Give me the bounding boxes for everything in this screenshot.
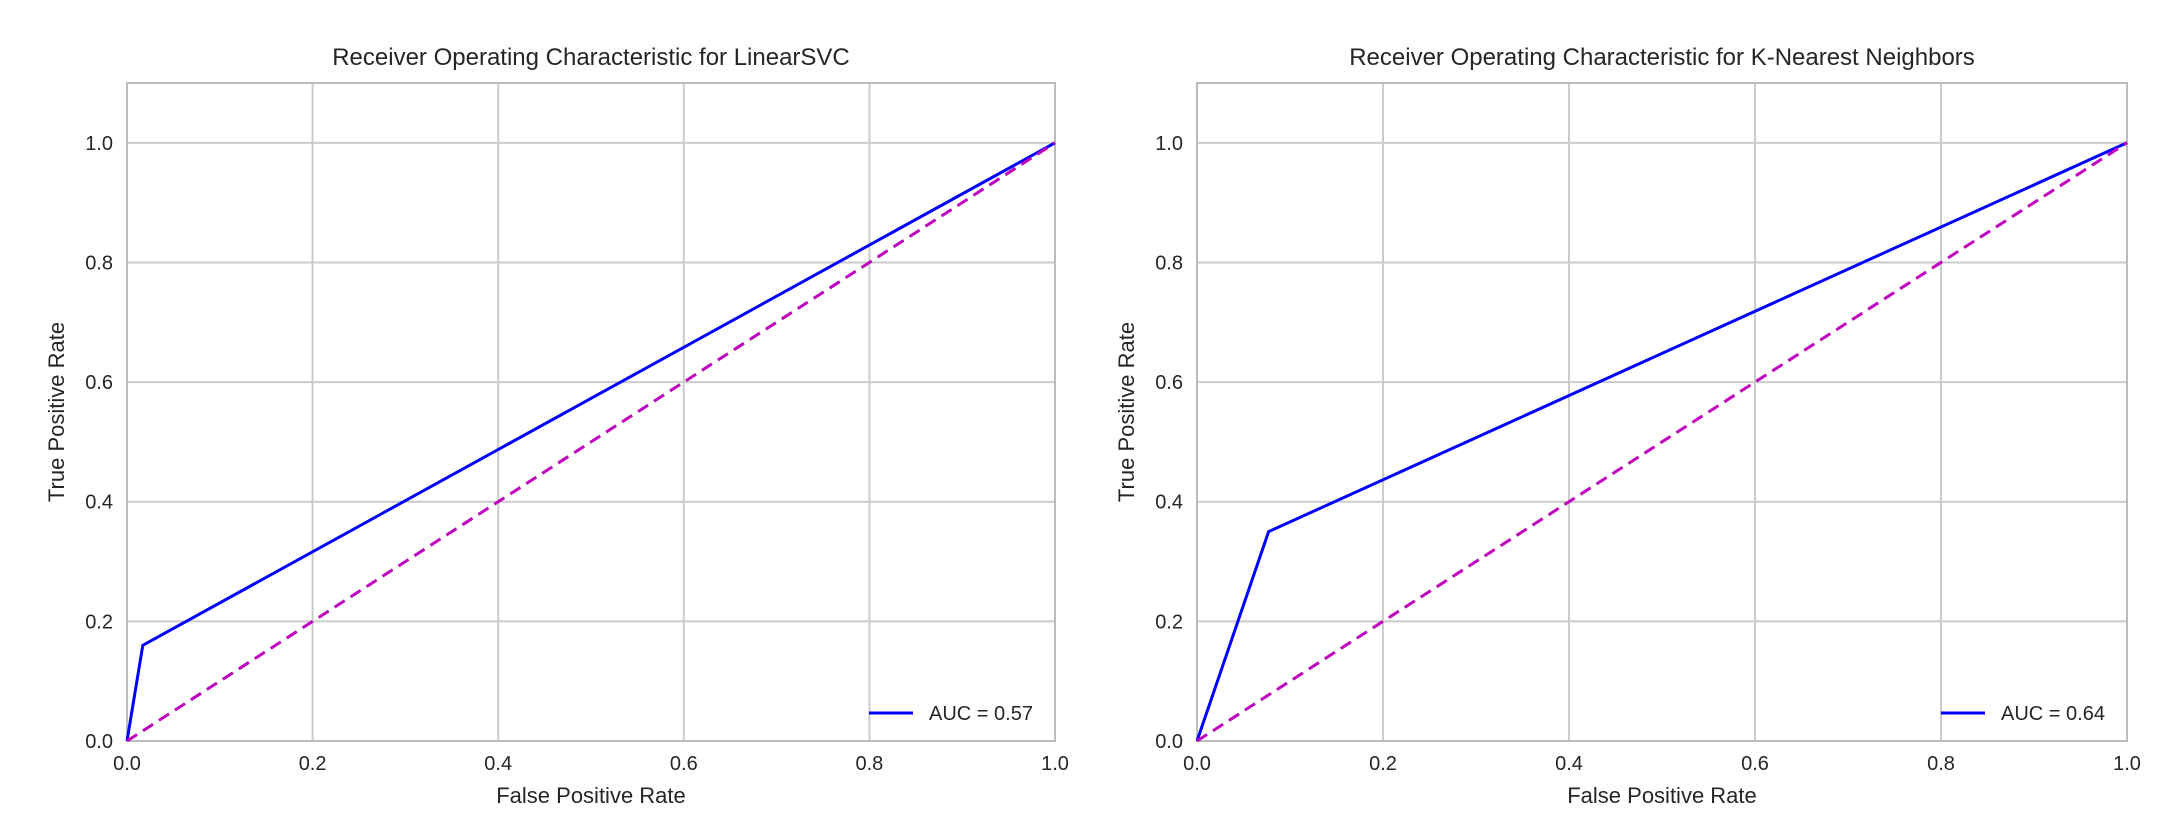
y-tick-label: 0.2 xyxy=(85,611,113,633)
y-tick-label: 0.0 xyxy=(1155,731,1183,753)
y-tick-label: 0.0 xyxy=(85,731,113,753)
y-tick-label: 0.2 xyxy=(1155,611,1183,633)
y-axis-label: True Positive Rate xyxy=(44,322,69,502)
x-tick-label: 0.0 xyxy=(113,753,141,775)
roc-curve-line xyxy=(1195,141,2128,742)
y-tick-label: 0.6 xyxy=(1155,372,1183,394)
chance-diagonal-line xyxy=(1196,141,2128,743)
y-tick-label: 0.8 xyxy=(85,252,113,274)
x-tick-label: 1.0 xyxy=(1041,753,1069,775)
y-tick-label: 0.4 xyxy=(1155,492,1183,514)
x-tick-label: 0.8 xyxy=(855,753,883,775)
roc-curve-line xyxy=(125,141,1056,742)
chart-title: Receiver Operating Characteristic for K-… xyxy=(1349,44,1975,71)
x-tick-label: 0.6 xyxy=(670,753,698,775)
x-tick-label: 0.2 xyxy=(1369,753,1397,775)
chance-diagonal-line xyxy=(126,141,1056,743)
y-tick-label: 1.0 xyxy=(1155,133,1183,155)
x-tick-label: 0.4 xyxy=(484,753,512,775)
roc-panel-1: 0.0 0.2 0.4 0.6 0.8 1.0 0.0 0.2 0.4 0.6 0.8 1.0 Rece… xyxy=(44,44,1069,808)
x-tick-label: 0.8 xyxy=(1927,753,1955,775)
plot-frame xyxy=(126,82,1056,742)
plot-frame xyxy=(1196,82,2128,742)
x-tick-label: 0.0 xyxy=(1183,753,1211,775)
y-tick-label: 0.6 xyxy=(85,372,113,394)
legend: AUC = 0.64 xyxy=(1941,703,2105,725)
y-tick-label: 0.8 xyxy=(1155,252,1183,274)
x-tick-label: 1.0 xyxy=(2113,753,2141,775)
x-tick-label: 0.4 xyxy=(1555,753,1583,775)
legend-label: AUC = 0.64 xyxy=(2001,703,2105,725)
x-tick-label: 0.6 xyxy=(1741,753,1769,775)
legend: AUC = 0.57 xyxy=(869,703,1033,725)
chart-title: Receiver Operating Characteristic for Li… xyxy=(332,44,850,71)
legend-label: AUC = 0.57 xyxy=(929,703,1033,725)
gridlines xyxy=(1196,83,2128,742)
roc-panel-2: 0.0 0.2 0.4 0.6 0.8 1.0 0.0 0.2 0.4 0.6 0.8 1.0 Rece… xyxy=(1114,44,2141,808)
x-axis-label: False Positive Rate xyxy=(1567,783,1757,808)
y-tick-label: 0.4 xyxy=(85,492,113,514)
gridlines xyxy=(126,83,1056,742)
y-tick-label: 1.0 xyxy=(85,133,113,155)
x-axis-label: False Positive Rate xyxy=(496,783,686,808)
y-axis-label: True Positive Rate xyxy=(1114,322,1139,502)
x-tick-label: 0.2 xyxy=(299,753,327,775)
